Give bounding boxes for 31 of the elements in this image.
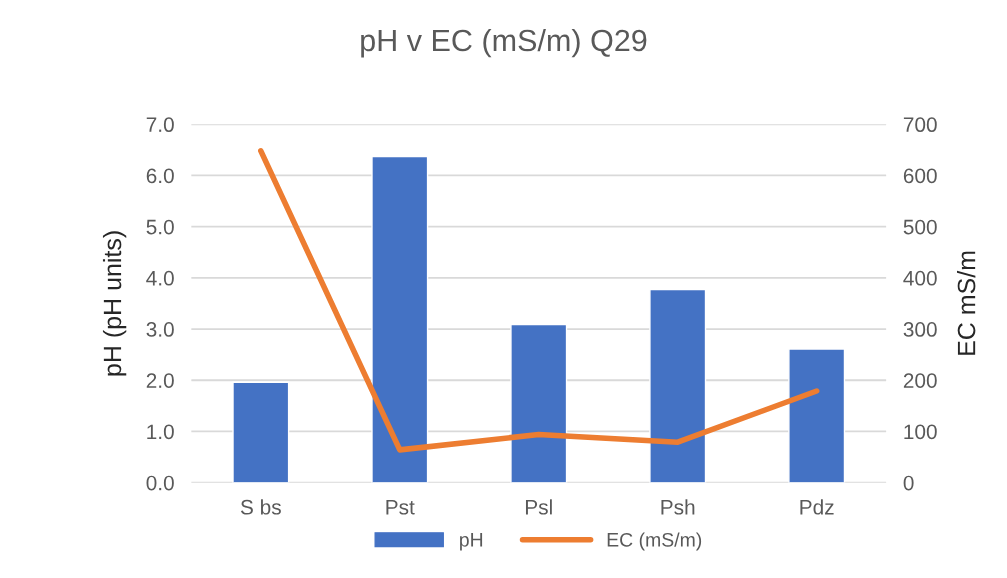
y-tick-label: 3.0 xyxy=(146,322,174,337)
y2-tick-label: 500 xyxy=(903,219,937,235)
bar xyxy=(371,155,429,483)
x-tick-label: S bs xyxy=(240,499,281,515)
y-tick-label: 5.0 xyxy=(146,219,174,235)
legend-label: pH xyxy=(460,533,483,551)
chart-title: pH v EC (mS/m) Q29 xyxy=(361,28,647,58)
y2-tick-label: 300 xyxy=(903,322,937,337)
y2-tick-label: 700 xyxy=(903,117,937,133)
y-tick-label: 7.0 xyxy=(146,117,174,133)
x-tick-label: Pdz xyxy=(800,499,834,515)
y-tick-label: 6.0 xyxy=(146,168,174,184)
y-tick-label: 1.0 xyxy=(147,424,174,440)
bar xyxy=(649,288,707,483)
y-tick-label: 2.0 xyxy=(146,373,174,388)
y-tick-label: 4.0 xyxy=(146,270,174,286)
bar xyxy=(510,323,568,483)
y-axis-title: pH (pH units) xyxy=(102,231,127,376)
x-tick-label: Psl xyxy=(525,499,552,515)
y2-tick-label: 100 xyxy=(904,424,937,440)
y2-axis-title: EC mS/m xyxy=(957,251,976,355)
bar xyxy=(232,381,290,483)
y2-tick-label: 600 xyxy=(903,168,937,184)
legend-label: EC (mS/m) xyxy=(607,532,702,551)
x-tick-label: Psh xyxy=(661,499,695,515)
bar xyxy=(788,348,846,483)
y2-tick-label: 200 xyxy=(903,373,937,388)
y2-tick-label: 400 xyxy=(903,270,937,286)
y2-tick-label: 0 xyxy=(903,475,914,491)
y-tick-label: 0.0 xyxy=(146,475,174,491)
x-tick-label: Pst xyxy=(386,500,415,515)
